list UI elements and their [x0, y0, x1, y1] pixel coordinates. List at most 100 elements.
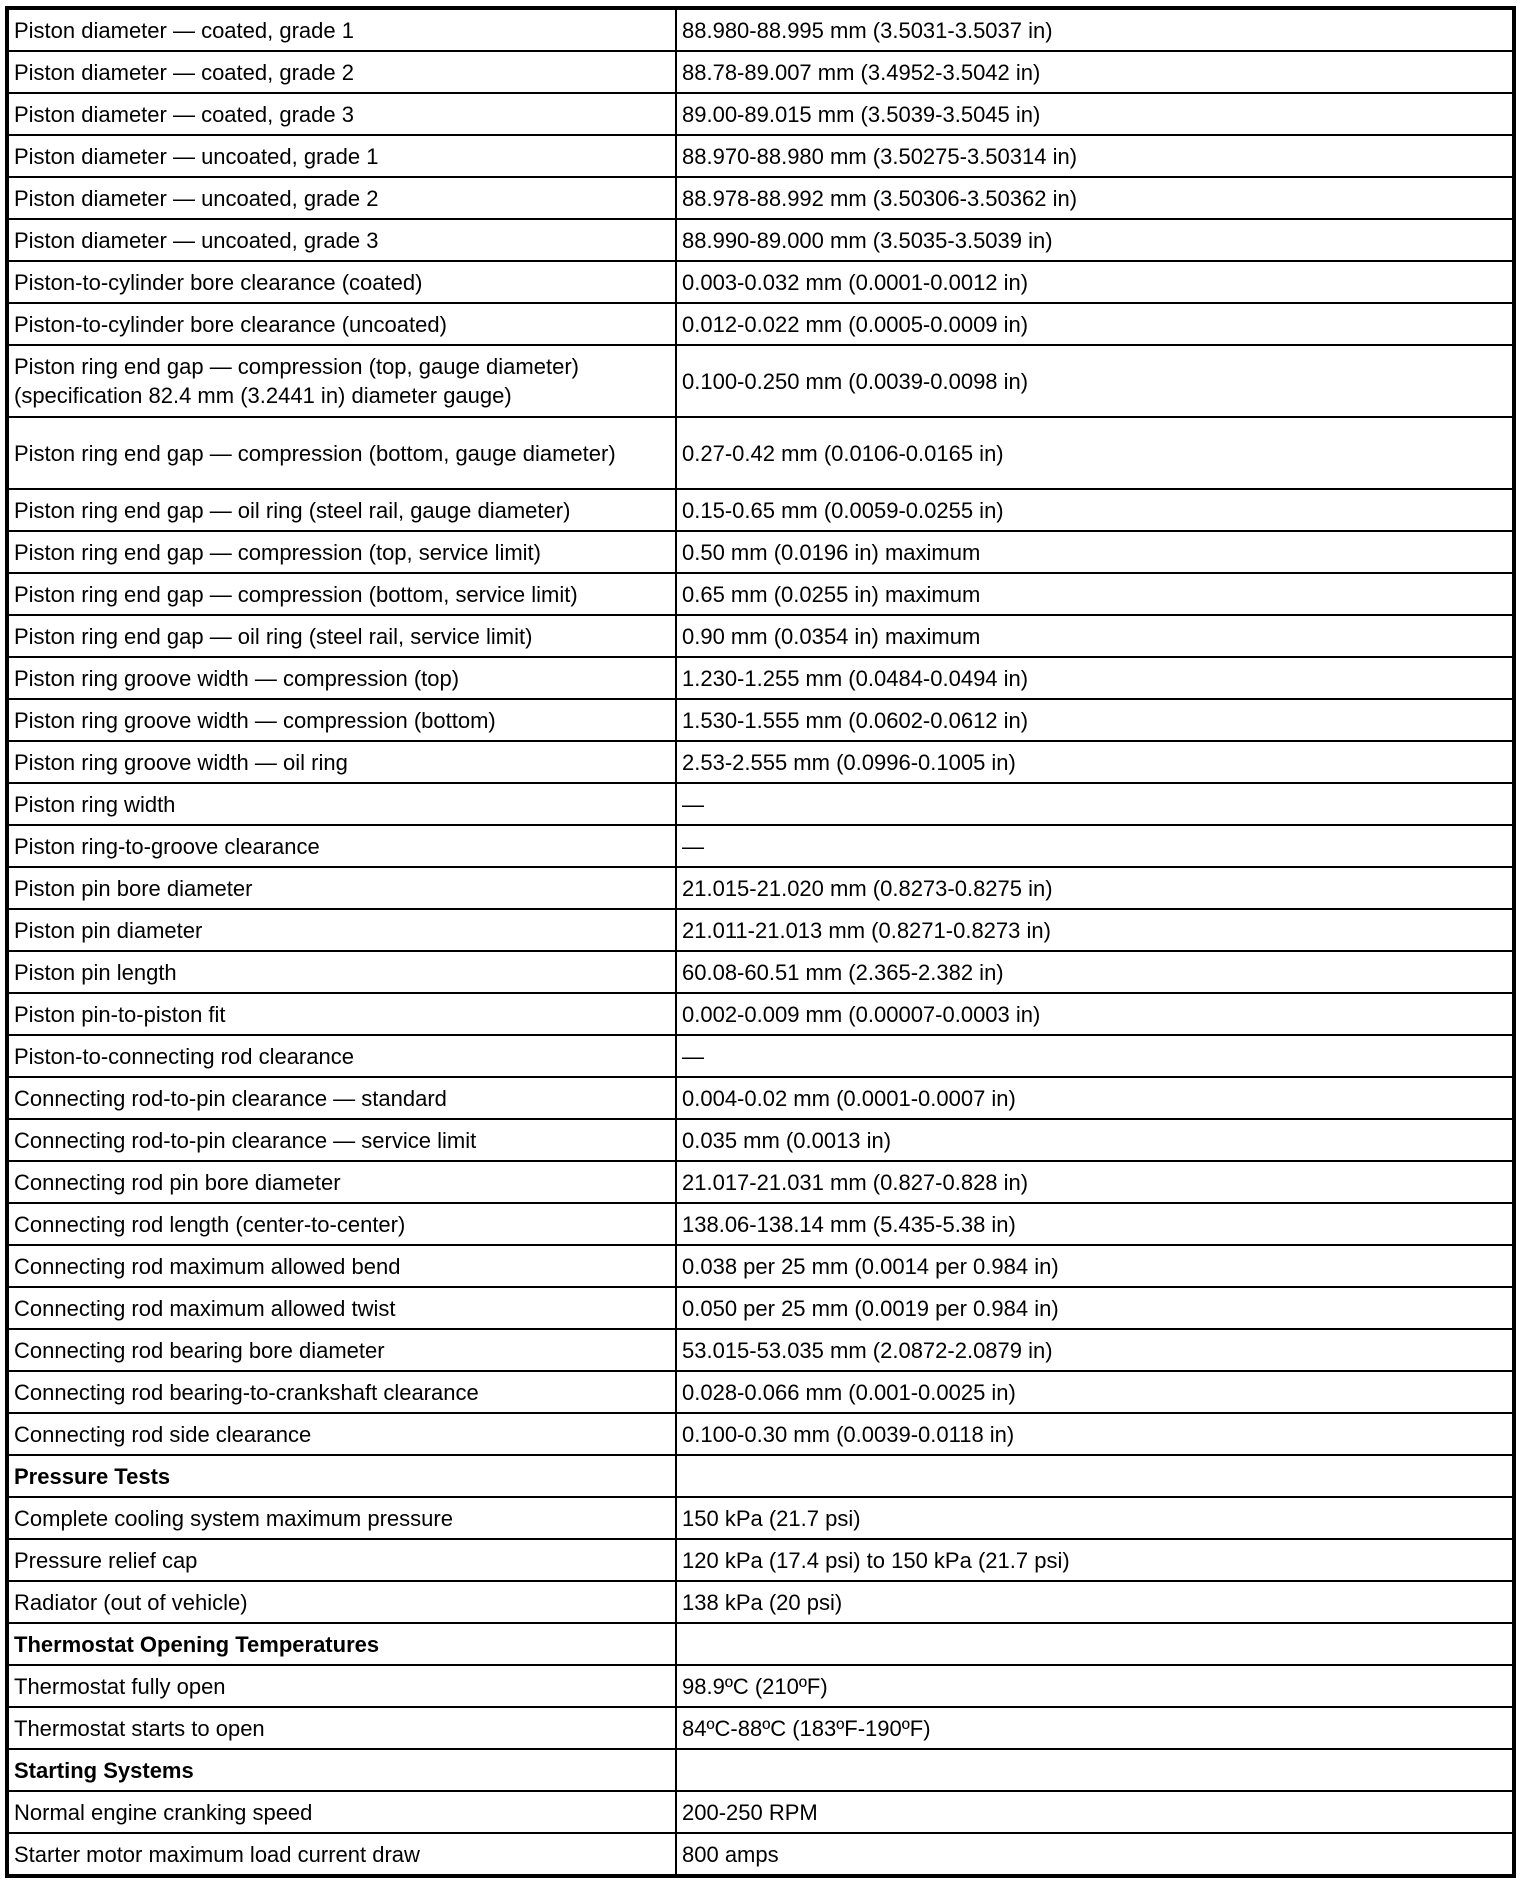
spec-label: Piston diameter — uncoated, grade 1: [6, 134, 677, 178]
section-header-row: Thermostat Opening Temperatures: [6, 1622, 1515, 1666]
spec-label: Pressure relief cap: [6, 1538, 677, 1582]
table-row: Piston diameter — uncoated, grade 3 88.99…: [6, 218, 1515, 262]
table-row: Connecting rod pin bore diameter 21.017-2…: [6, 1160, 1515, 1204]
spec-value: 0.004-0.02 mm (0.0001-0.0007 in): [675, 1076, 1515, 1120]
spec-value: [675, 1748, 1515, 1792]
table-row: Thermostat starts to open 84ºC-88ºC (183º…: [6, 1706, 1515, 1750]
spec-value: 0.050 per 25 mm (0.0019 per 0.984 in): [675, 1286, 1515, 1330]
spec-label: Piston diameter — coated, grade 2: [6, 50, 677, 94]
spec-label: Piston diameter — coated, grade 3: [6, 92, 677, 136]
spec-label: Connecting rod bearing-to-crankshaft cle…: [6, 1370, 677, 1414]
spec-label: Piston-to-cylinder bore clearance (coate…: [6, 260, 677, 304]
table-row: Piston ring end gap — compression (top, …: [6, 530, 1515, 574]
spec-value: 0.50 mm (0.0196 in) maximum: [675, 530, 1515, 574]
spec-label: Piston pin length: [6, 950, 677, 994]
spec-label: Piston diameter — coated, grade 1: [6, 7, 677, 52]
spec-label: Piston ring end gap — compression (botto…: [6, 572, 677, 616]
spec-label: Connecting rod-to-pin clearance — servic…: [6, 1118, 677, 1162]
table-row: Piston-to-cylinder bore clearance (coate…: [6, 260, 1515, 304]
table-row: Piston ring end gap — oil ring (steel ra…: [6, 488, 1515, 532]
spec-value: 138 kPa (20 psi): [675, 1580, 1515, 1624]
spec-label: Piston ring end gap — oil ring (steel ra…: [6, 488, 677, 532]
spec-label: Piston pin bore diameter: [6, 866, 677, 910]
spec-value: 0.035 mm (0.0013 in): [675, 1118, 1515, 1162]
table-row: Piston ring groove width — oil ring 2.53-…: [6, 740, 1515, 784]
table-row: Complete cooling system maximum pressure…: [6, 1496, 1515, 1540]
table-row: Radiator (out of vehicle) 138 kPa (20 psi…: [6, 1580, 1515, 1624]
spec-label: Connecting rod bearing bore diameter: [6, 1328, 677, 1372]
table-row: Connecting rod maximum allowed twist 0.05…: [6, 1286, 1515, 1330]
spec-value: 150 kPa (21.7 psi): [675, 1496, 1515, 1540]
spec-value: 800 amps: [675, 1832, 1515, 1877]
spec-value: 2.53-2.555 mm (0.0996-0.1005 in): [675, 740, 1515, 784]
table-row: Connecting rod bearing-to-crankshaft cle…: [6, 1370, 1515, 1414]
table-row: Piston pin length 60.08-60.51 mm (2.365-2…: [6, 950, 1515, 994]
specification-table-body: Piston diameter — coated, grade 1 88.980-…: [6, 7, 1515, 1877]
spec-label: Connecting rod maximum allowed bend: [6, 1244, 677, 1288]
spec-value: 0.65 mm (0.0255 in) maximum: [675, 572, 1515, 616]
spec-value: 0.100-0.250 mm (0.0039-0.0098 in): [675, 344, 1515, 418]
table-row: Piston ring-to-groove clearance —: [6, 824, 1515, 868]
spec-value: [675, 1454, 1515, 1498]
spec-label: Connecting rod length (center-to-center): [6, 1202, 677, 1246]
spec-value: 21.017-21.031 mm (0.827-0.828 in): [675, 1160, 1515, 1204]
spec-label: Connecting rod maximum allowed twist: [6, 1286, 677, 1330]
spec-label: Piston ring end gap — compression (top, …: [6, 344, 677, 418]
spec-value: 88.980-88.995 mm (3.5031-3.5037 in): [675, 7, 1515, 52]
table-row: Starter motor maximum load current draw 8…: [6, 1832, 1515, 1877]
spec-value: 1.230-1.255 mm (0.0484-0.0494 in): [675, 656, 1515, 700]
spec-value: 88.978-88.992 mm (3.50306-3.50362 in): [675, 176, 1515, 220]
table-row: Piston pin-to-piston fit 0.002-0.009 mm (…: [6, 992, 1515, 1036]
spec-value: —: [675, 782, 1515, 826]
spec-value: 138.06-138.14 mm (5.435-5.38 in): [675, 1202, 1515, 1246]
spec-label: Piston pin diameter: [6, 908, 677, 952]
table-row: Connecting rod length (center-to-center)…: [6, 1202, 1515, 1246]
spec-label: Piston ring groove width — compression (…: [6, 698, 677, 742]
spec-label: Piston ring groove width — oil ring: [6, 740, 677, 784]
spec-value: 89.00-89.015 mm (3.5039-3.5045 in): [675, 92, 1515, 136]
spec-label: Piston pin-to-piston fit: [6, 992, 677, 1036]
table-row: Piston diameter — uncoated, grade 2 88.97…: [6, 176, 1515, 220]
table-row: Connecting rod side clearance 0.100-0.30 …: [6, 1412, 1515, 1456]
spec-value: 0.038 per 25 mm (0.0014 per 0.984 in): [675, 1244, 1515, 1288]
table-row: Connecting rod-to-pin clearance — servic…: [6, 1118, 1515, 1162]
spec-value: 0.100-0.30 mm (0.0039-0.0118 in): [675, 1412, 1515, 1456]
table-row: Piston ring end gap — compression (botto…: [6, 572, 1515, 616]
table-row: Piston ring groove width — compression (…: [6, 656, 1515, 700]
spec-value: [675, 1622, 1515, 1666]
table-row: Piston ring end gap — oil ring (steel ra…: [6, 614, 1515, 658]
spec-label: Piston-to-connecting rod clearance: [6, 1034, 677, 1078]
table-row: Thermostat fully open 98.9ºC (210ºF): [6, 1664, 1515, 1708]
spec-value: 0.90 mm (0.0354 in) maximum: [675, 614, 1515, 658]
spec-label: Connecting rod side clearance: [6, 1412, 677, 1456]
section-title: Thermostat Opening Temperatures: [6, 1622, 677, 1666]
spec-label: Piston ring end gap — compression (botto…: [6, 416, 677, 490]
spec-label: Starter motor maximum load current draw: [6, 1832, 677, 1877]
table-row: Piston ring end gap — compression (top, …: [6, 344, 1515, 418]
spec-value: 0.003-0.032 mm (0.0001-0.0012 in): [675, 260, 1515, 304]
spec-label: Thermostat fully open: [6, 1664, 677, 1708]
spec-value: 0.012-0.022 mm (0.0005-0.0009 in): [675, 302, 1515, 346]
spec-value: —: [675, 1034, 1515, 1078]
spec-value: 21.011-21.013 mm (0.8271-0.8273 in): [675, 908, 1515, 952]
table-row: Connecting rod bearing bore diameter 53.0…: [6, 1328, 1515, 1372]
spec-label: Connecting rod-to-pin clearance — standa…: [6, 1076, 677, 1120]
spec-value: 21.015-21.020 mm (0.8273-0.8275 in): [675, 866, 1515, 910]
spec-label: Piston ring width: [6, 782, 677, 826]
spec-label: Normal engine cranking speed: [6, 1790, 677, 1834]
spec-value: 0.028-0.066 mm (0.001-0.0025 in): [675, 1370, 1515, 1414]
spec-value: 60.08-60.51 mm (2.365-2.382 in): [675, 950, 1515, 994]
table-row: Piston-to-connecting rod clearance —: [6, 1034, 1515, 1078]
spec-label: Connecting rod pin bore diameter: [6, 1160, 677, 1204]
spec-label: Piston ring-to-groove clearance: [6, 824, 677, 868]
spec-value: 0.002-0.009 mm (0.00007-0.0003 in): [675, 992, 1515, 1036]
spec-label: Piston ring end gap — compression (top, …: [6, 530, 677, 574]
table-row: Piston ring end gap — compression (botto…: [6, 416, 1515, 490]
spec-value: 53.015-53.035 mm (2.0872-2.0879 in): [675, 1328, 1515, 1372]
spec-value: 88.970-88.980 mm (3.50275-3.50314 in): [675, 134, 1515, 178]
table-row: Piston pin diameter 21.011-21.013 mm (0.8…: [6, 908, 1515, 952]
section-header-row: Starting Systems: [6, 1748, 1515, 1792]
spec-label: Thermostat starts to open: [6, 1706, 677, 1750]
section-header-row: Pressure Tests: [6, 1454, 1515, 1498]
table-row: Piston diameter — coated, grade 1 88.980-…: [6, 7, 1515, 52]
